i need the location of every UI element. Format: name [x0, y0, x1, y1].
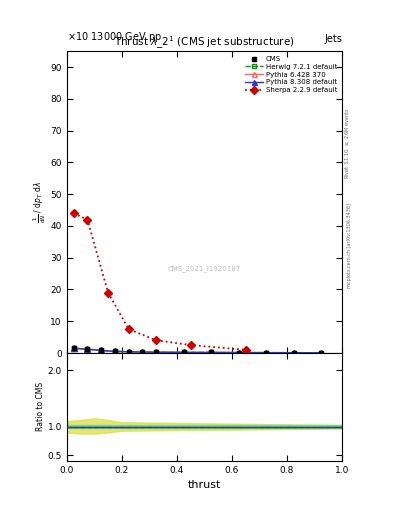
Herwig 7.2.1 default	[237, 350, 241, 356]
Pythia 6.428 370	[154, 349, 159, 355]
Herwig 7.2.1 default	[99, 348, 104, 354]
Pythia 8.308 default	[99, 348, 104, 354]
Pythia 8.308 default	[209, 349, 214, 355]
CMS	[99, 348, 104, 354]
Title: Thrust $\lambda\_2^1$ (CMS jet substructure): Thrust $\lambda\_2^1$ (CMS jet substruct…	[114, 35, 295, 51]
Pythia 6.428 370	[99, 348, 104, 354]
Pythia 6.428 370	[209, 349, 214, 355]
Pythia 8.308 default	[292, 350, 296, 356]
Pythia 6.428 370	[113, 348, 118, 354]
Legend: CMS, Herwig 7.2.1 default, Pythia 6.428 370, Pythia 8.308 default, Sherpa 2.2.9 : CMS, Herwig 7.2.1 default, Pythia 6.428 …	[244, 55, 338, 94]
Y-axis label: $\frac{1}{\mathrm{d}N}$ / $\mathrm{d}p_T$ $\mathrm{d}\lambda$: $\frac{1}{\mathrm{d}N}$ / $\mathrm{d}p_T…	[31, 181, 48, 223]
Text: $\times$10 13000 GeV pp: $\times$10 13000 GeV pp	[67, 30, 162, 44]
Pythia 8.308 default	[85, 346, 90, 352]
Pythia 6.428 370	[85, 346, 90, 352]
CMS	[319, 350, 324, 356]
Sherpa 2.2.9 default	[188, 342, 193, 348]
Herwig 7.2.1 default	[319, 350, 324, 356]
Herwig 7.2.1 default	[292, 350, 296, 356]
Sherpa 2.2.9 default	[72, 210, 76, 216]
CMS	[140, 349, 145, 355]
Text: Rivet 3.1.10, $\geq$ 2.6M events: Rivet 3.1.10, $\geq$ 2.6M events	[344, 108, 351, 179]
Pythia 8.308 default	[127, 349, 131, 355]
Pythia 8.308 default	[319, 350, 324, 356]
Herwig 7.2.1 default	[264, 350, 269, 356]
Pythia 8.308 default	[154, 349, 159, 355]
Herwig 7.2.1 default	[154, 349, 159, 355]
Pythia 6.428 370	[319, 350, 324, 356]
CMS	[113, 348, 118, 354]
Pythia 6.428 370	[72, 345, 76, 351]
CMS	[182, 349, 186, 355]
Line: Sherpa 2.2.9 default: Sherpa 2.2.9 default	[71, 210, 248, 353]
Herwig 7.2.1 default	[113, 348, 118, 354]
Text: mcplots.cern.ch [arXiv:1306.3436]: mcplots.cern.ch [arXiv:1306.3436]	[347, 203, 352, 288]
Herwig 7.2.1 default	[140, 349, 145, 355]
CMS	[292, 350, 296, 356]
Pythia 6.428 370	[292, 350, 296, 356]
Line: Pythia 6.428 370: Pythia 6.428 370	[71, 346, 324, 355]
CMS	[154, 349, 159, 355]
Herwig 7.2.1 default	[85, 346, 90, 352]
Pythia 6.428 370	[237, 350, 241, 356]
Pythia 6.428 370	[127, 349, 131, 355]
Sherpa 2.2.9 default	[243, 347, 248, 353]
Pythia 8.308 default	[72, 345, 76, 351]
X-axis label: thrust: thrust	[188, 480, 221, 490]
Pythia 8.308 default	[237, 350, 241, 356]
Line: CMS: CMS	[71, 346, 324, 355]
CMS	[209, 349, 214, 355]
Sherpa 2.2.9 default	[154, 337, 159, 344]
Pythia 6.428 370	[140, 349, 145, 355]
Text: Jets: Jets	[324, 33, 342, 44]
Line: Herwig 7.2.1 default: Herwig 7.2.1 default	[71, 346, 324, 355]
CMS	[264, 350, 269, 356]
Text: CMS_2021_I1920187: CMS_2021_I1920187	[168, 265, 241, 272]
CMS	[127, 349, 131, 355]
Pythia 8.308 default	[113, 348, 118, 354]
Sherpa 2.2.9 default	[85, 217, 90, 223]
CMS	[237, 350, 241, 356]
Pythia 6.428 370	[264, 350, 269, 356]
Sherpa 2.2.9 default	[106, 290, 110, 296]
Pythia 8.308 default	[264, 350, 269, 356]
CMS	[85, 346, 90, 352]
Pythia 8.308 default	[140, 349, 145, 355]
Pythia 8.308 default	[182, 349, 186, 355]
Sherpa 2.2.9 default	[127, 326, 131, 332]
Herwig 7.2.1 default	[209, 349, 214, 355]
Herwig 7.2.1 default	[182, 349, 186, 355]
Y-axis label: Ratio to CMS: Ratio to CMS	[36, 382, 45, 432]
Herwig 7.2.1 default	[72, 345, 76, 351]
Herwig 7.2.1 default	[127, 349, 131, 355]
Pythia 6.428 370	[182, 349, 186, 355]
Line: Pythia 8.308 default: Pythia 8.308 default	[71, 346, 324, 355]
CMS	[72, 345, 76, 351]
